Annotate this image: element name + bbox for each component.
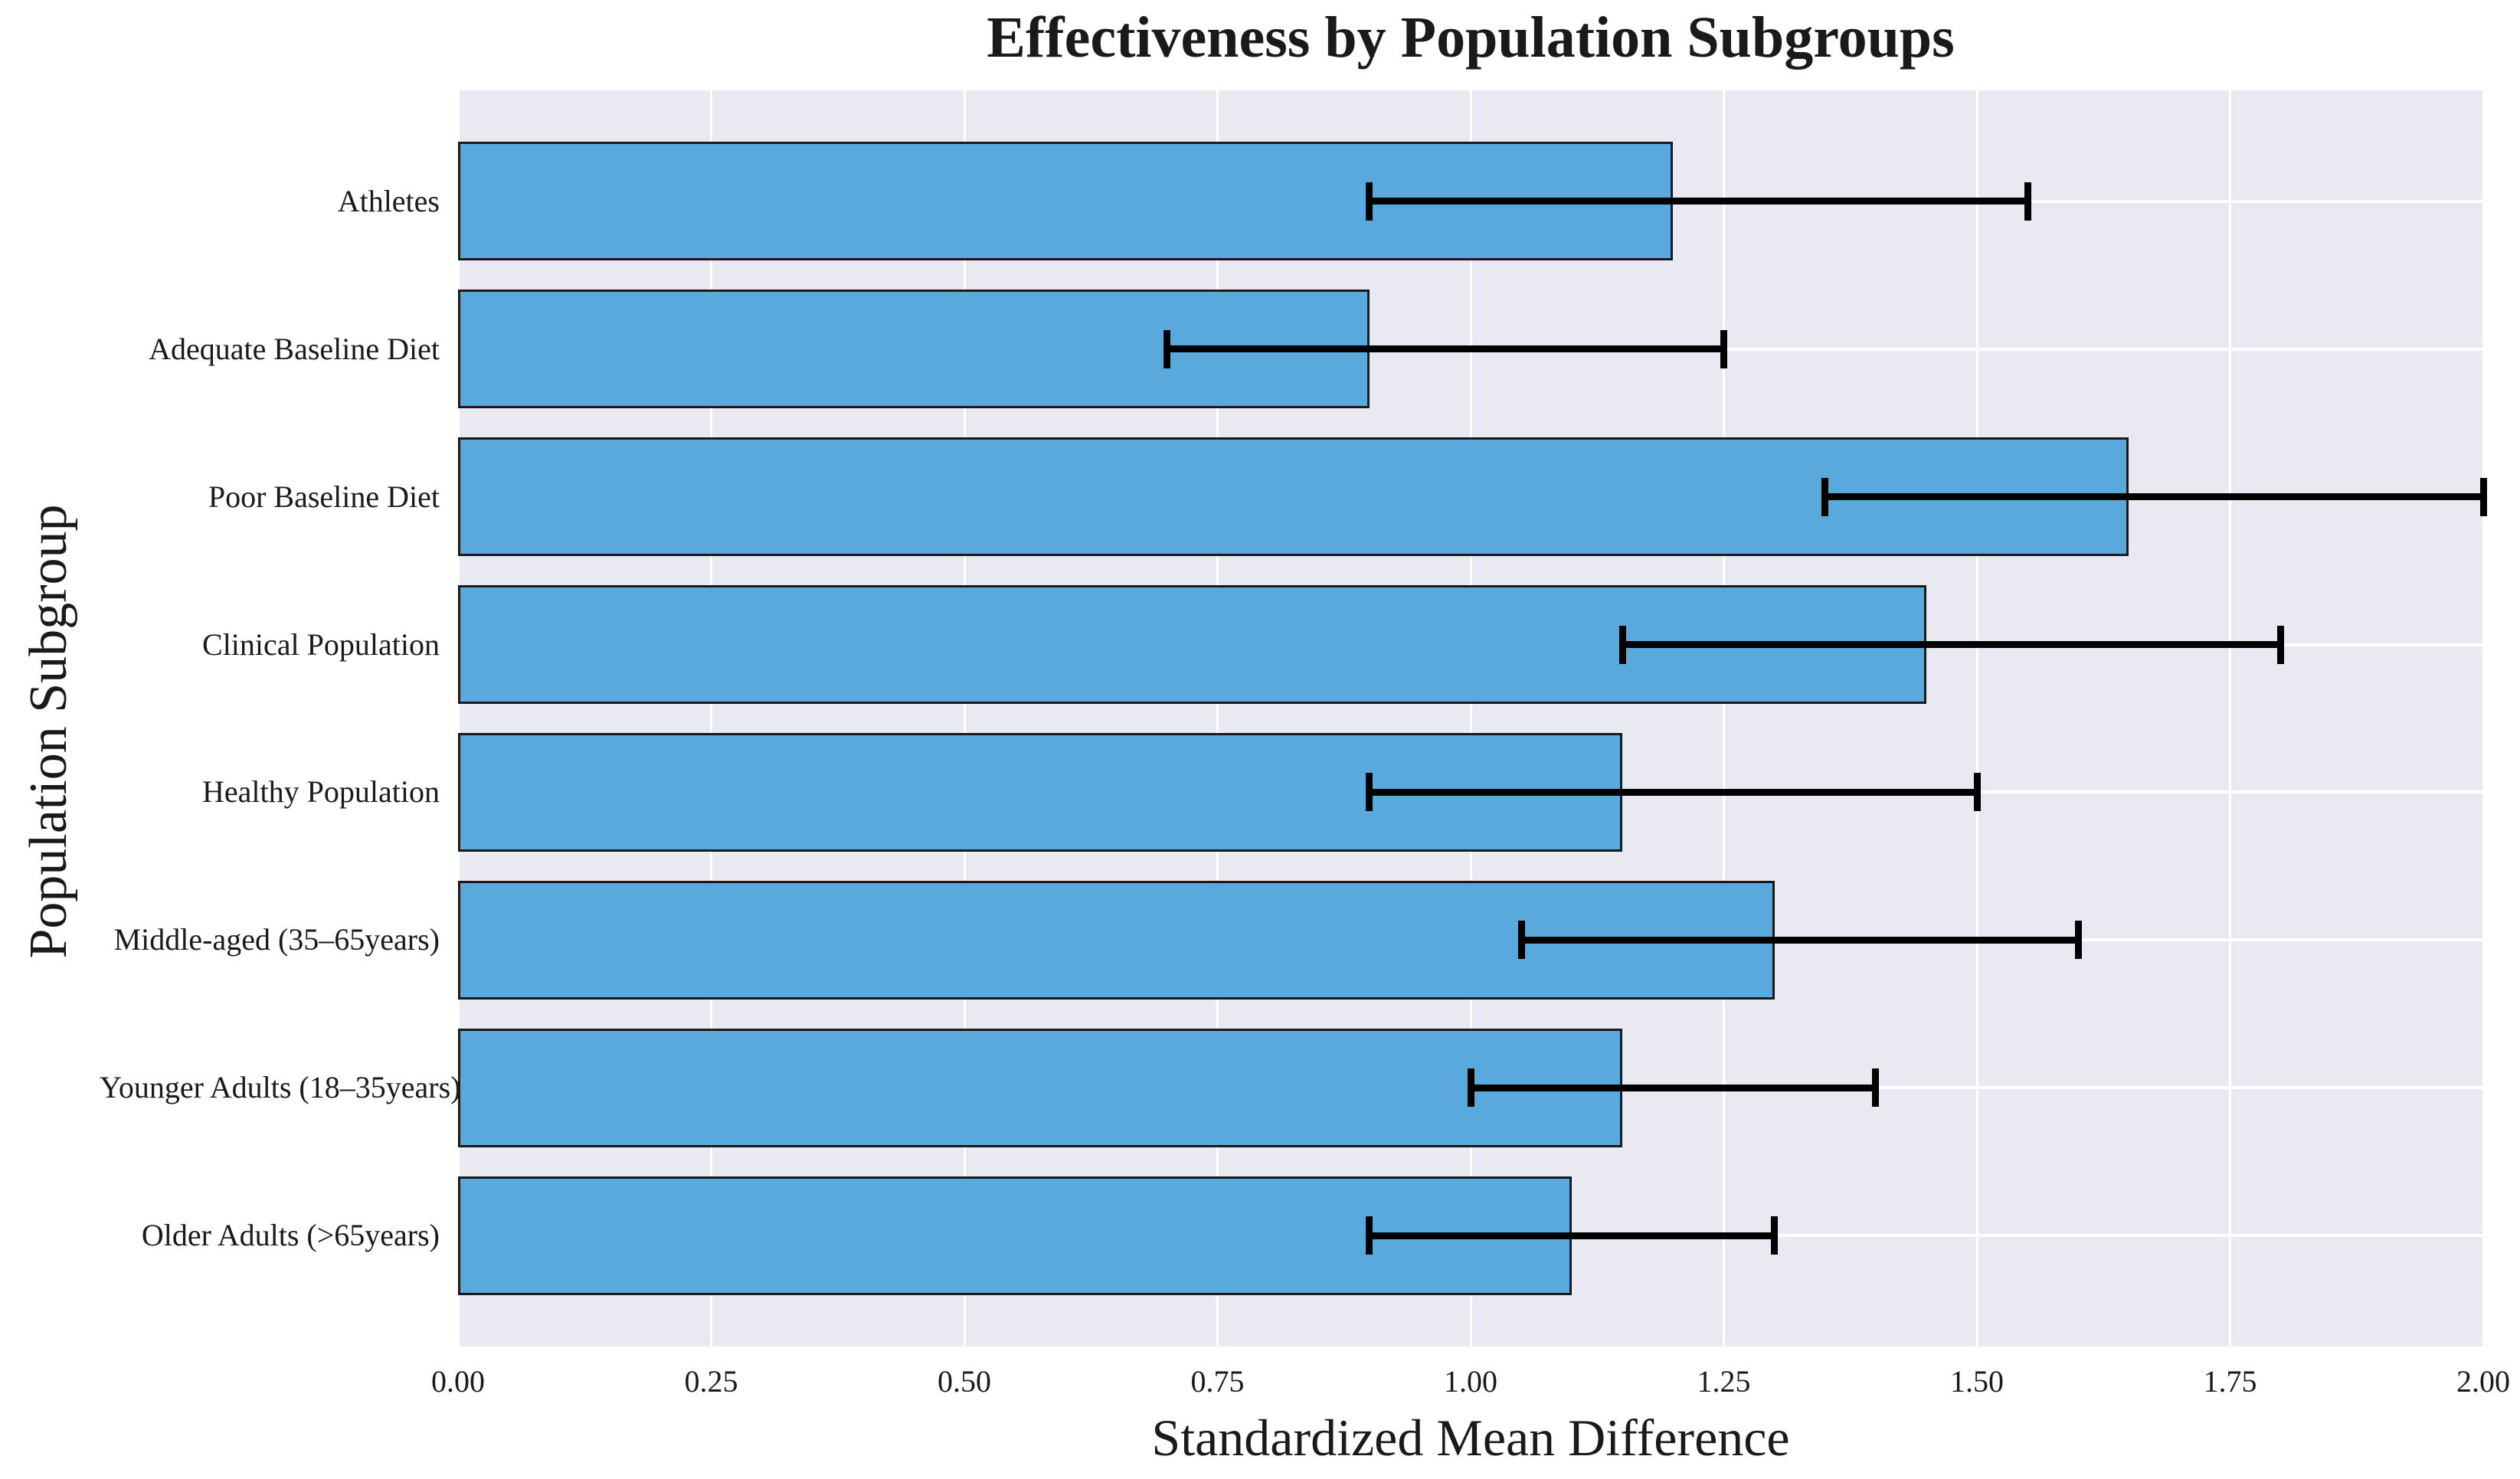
error-bar-cap-low — [1366, 773, 1373, 812]
error-bar-cap-low — [1467, 1068, 1474, 1108]
error-bar — [1825, 493, 2483, 501]
error-bar-cap-high — [1720, 329, 1727, 368]
vertical-gridline — [1975, 90, 1978, 1346]
vertical-gridline — [710, 90, 712, 1346]
error-bar-cap-low — [1163, 329, 1170, 368]
y-tick-label: Middle-aged (35–65years) — [113, 922, 440, 957]
x-tick-label: 2.00 — [2456, 1364, 2510, 1399]
error-bar — [1369, 198, 2028, 205]
x-tick-label: 0.50 — [938, 1364, 991, 1399]
error-bar — [1471, 1084, 1876, 1091]
x-tick-label: 1.75 — [2203, 1364, 2257, 1399]
x-tick-label: 0.75 — [1190, 1364, 1245, 1399]
y-tick-label: Older Adults (>65years) — [141, 1218, 440, 1253]
x-tick-label: 0.25 — [684, 1364, 738, 1399]
error-bar — [1521, 936, 2079, 944]
y-tick-label: Healthy Population — [202, 774, 440, 810]
error-bar — [1622, 641, 2281, 649]
y-tick-label: Adequate Baseline Diet — [149, 331, 440, 366]
y-tick-label: Clinical Population — [202, 627, 440, 662]
vertical-gridline — [1469, 90, 1472, 1346]
error-bar-cap-low — [1618, 625, 1626, 664]
vertical-gridline — [963, 90, 966, 1346]
vertical-gridline — [2229, 90, 2231, 1346]
error-bar-cap-high — [2024, 182, 2031, 221]
vertical-gridline — [457, 90, 460, 1346]
bar — [458, 1028, 1623, 1147]
error-bar-cap-low — [1366, 1216, 1373, 1255]
x-tick-label: 0.00 — [431, 1364, 485, 1399]
x-tick-label: 1.00 — [1444, 1364, 1497, 1399]
x-tick-label: 1.25 — [1697, 1364, 1751, 1399]
error-bar-cap-low — [1821, 477, 1829, 516]
error-bar-cap-low — [1366, 182, 1373, 221]
error-bar-cap-high — [1872, 1068, 1880, 1108]
chart-title: Effectiveness by Population Subgroups — [987, 5, 1955, 70]
vertical-gridline — [1723, 90, 1725, 1346]
error-bar-cap-low — [1517, 921, 1525, 960]
error-bar-cap-high — [1973, 773, 1981, 812]
error-bar — [1369, 1232, 1775, 1239]
error-bar — [1167, 345, 1724, 353]
vertical-gridline — [2482, 90, 2485, 1346]
error-bar-cap-high — [2277, 625, 2285, 664]
error-bar-cap-high — [2479, 477, 2487, 516]
error-bar — [1369, 788, 1977, 796]
x-tick-label: 1.50 — [1950, 1364, 2004, 1399]
plot-area — [457, 90, 2487, 1346]
y-axis-label: Population Subgroup — [19, 504, 78, 959]
y-tick-label: Poor Baseline Diet — [208, 479, 440, 514]
error-bar-cap-high — [1771, 1216, 1779, 1255]
vertical-gridline — [1216, 90, 1219, 1346]
x-axis-label: Standardized Mean Difference — [1151, 1409, 1790, 1467]
y-tick-label: Athletes — [337, 183, 440, 218]
y-tick-label: Younger Adults (18–35years) — [100, 1070, 461, 1105]
error-bar-cap-high — [2074, 921, 2082, 960]
